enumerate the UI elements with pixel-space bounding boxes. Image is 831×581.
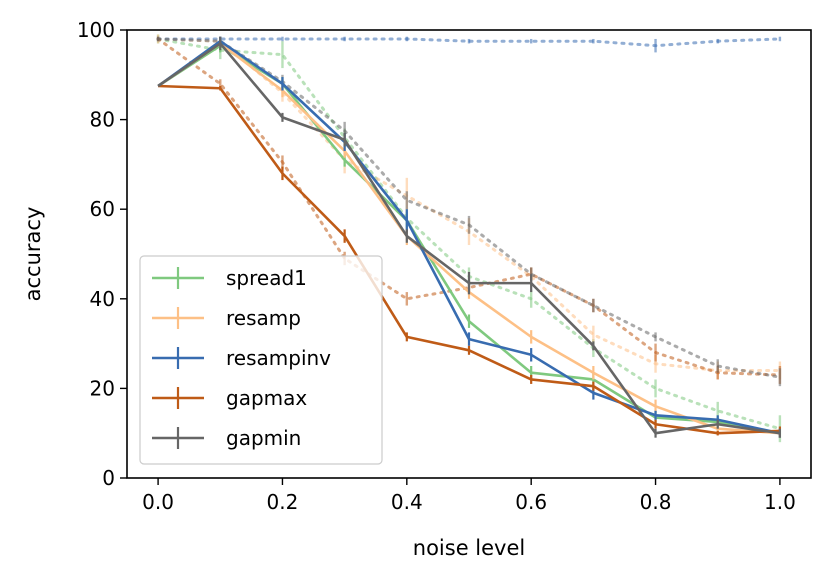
dotted-series-line	[156, 37, 782, 377]
y-tick-label: 0	[102, 466, 115, 490]
y-tick-label: 60	[90, 197, 115, 221]
x-tick-label: 0.0	[142, 490, 174, 514]
legend-label: resamp	[226, 306, 301, 330]
y-tick-label: 20	[90, 376, 115, 400]
x-tick-label: 0.4	[391, 490, 423, 514]
x-tick-label: 0.8	[640, 490, 672, 514]
legend-label: gapmax	[226, 386, 307, 410]
series-gapmin	[157, 36, 782, 438]
legend-entry-spread1: spread1	[152, 266, 307, 290]
x-axis-ticks: 0.0 0.2 0.4 0.6 0.8 1.0	[142, 478, 796, 514]
x-tick-label: 0.2	[267, 490, 299, 514]
solid-series-layer	[157, 36, 782, 438]
legend-entry-gapmin: gapmin	[152, 426, 301, 450]
plot-frame	[126, 29, 812, 479]
y-axis-ticks: 0 20 40 60 80 100	[77, 18, 127, 490]
legend-box	[139, 255, 383, 465]
legend-label: resampinv	[226, 346, 331, 370]
legend-entry-resamp: resamp	[152, 306, 301, 330]
y-tick-label: 40	[90, 287, 115, 311]
x-tick-label: 0.6	[515, 490, 547, 514]
y-axis-label: accuracy	[21, 207, 45, 302]
legend: spread1 resamp resampinv gapmax gapmin	[139, 255, 383, 465]
y-tick-label: 100	[77, 18, 115, 42]
legend-label: spread1	[226, 266, 307, 290]
legend-entry-resampinv: resampinv	[152, 346, 331, 370]
legend-label: gapmin	[226, 426, 301, 450]
y-tick-label: 80	[90, 108, 115, 132]
x-tick-label: 1.0	[764, 490, 796, 514]
legend-entry-gapmax: gapmax	[152, 386, 307, 410]
x-axis-label: noise level	[413, 536, 525, 560]
